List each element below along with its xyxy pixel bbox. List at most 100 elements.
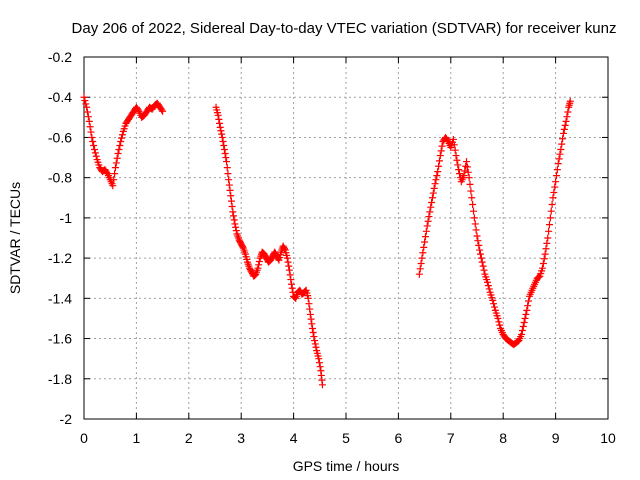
- data-point: [225, 181, 233, 189]
- data-point: [427, 203, 435, 211]
- data-point: [312, 343, 320, 351]
- data-point: [419, 249, 427, 257]
- data-point: [438, 142, 446, 150]
- data-point: [274, 255, 282, 263]
- data-point: [454, 161, 462, 169]
- data-point: [285, 266, 293, 274]
- data-point: [416, 265, 424, 273]
- data-point: [117, 137, 125, 145]
- data-point: [230, 216, 238, 224]
- data-point: [557, 146, 565, 154]
- data-point: [415, 270, 423, 278]
- data-point: [466, 180, 474, 188]
- data-point: [456, 170, 464, 178]
- x-tick-label: 3: [237, 430, 245, 446]
- data-point: [559, 135, 567, 143]
- data-point: [463, 158, 471, 166]
- data-point: [490, 303, 498, 311]
- data-point: [435, 162, 443, 170]
- data-point: [549, 194, 557, 202]
- data-point: [86, 123, 94, 131]
- data-point: [433, 172, 441, 180]
- data-point: [305, 300, 313, 308]
- data-point: [92, 152, 100, 160]
- data-point: [227, 192, 235, 200]
- data-point: [318, 381, 326, 389]
- data-point: [308, 320, 316, 328]
- data-point: [229, 208, 237, 216]
- data-point: [464, 168, 472, 176]
- x-tick-label: 6: [395, 430, 403, 446]
- data-point: [435, 157, 443, 165]
- data-point: [228, 202, 236, 210]
- data-point: [525, 297, 533, 305]
- data-point: [304, 294, 312, 302]
- data-point: [540, 255, 548, 263]
- data-point: [524, 302, 532, 310]
- y-tick-label: -0.6: [48, 129, 72, 145]
- data-point: [494, 314, 502, 322]
- data-point: [217, 127, 225, 135]
- data-point: [523, 306, 531, 314]
- data-point: [285, 262, 293, 270]
- data-point: [551, 183, 559, 191]
- data-point: [450, 141, 458, 149]
- data-point: [254, 264, 262, 272]
- y-axis-label: SDTVAR / TECUs: [7, 182, 23, 294]
- data-point: [214, 111, 222, 119]
- x-tick-label: 9: [552, 430, 560, 446]
- data-point: [478, 258, 486, 266]
- data-point: [239, 243, 247, 251]
- data-point: [218, 133, 226, 141]
- data-point: [88, 133, 96, 141]
- data-point: [426, 208, 434, 216]
- data-point: [311, 337, 319, 345]
- data-point: [470, 207, 478, 215]
- y-tick-label: -1.2: [48, 250, 72, 266]
- data-point: [116, 141, 124, 149]
- data-point: [428, 198, 436, 206]
- data-point: [110, 176, 118, 184]
- data-point: [436, 152, 444, 160]
- data-point: [255, 261, 263, 269]
- data-point: [223, 158, 231, 166]
- data-point: [471, 220, 479, 228]
- x-tick-label: 5: [342, 430, 350, 446]
- data-point: [224, 170, 232, 178]
- data-point: [480, 266, 488, 274]
- data-point: [555, 155, 563, 163]
- data-point: [461, 167, 469, 175]
- data-point: [455, 166, 463, 174]
- data-point: [424, 217, 432, 225]
- data-point: [468, 194, 476, 202]
- data-point: [539, 259, 547, 267]
- data-point: [230, 212, 238, 220]
- data-point: [520, 318, 528, 326]
- data-point: [310, 333, 318, 341]
- data-point: [220, 141, 228, 149]
- data-points: [80, 93, 574, 389]
- data-point: [223, 164, 231, 172]
- data-point: [543, 239, 551, 247]
- data-point: [418, 254, 426, 262]
- data-point: [434, 168, 442, 176]
- data-point: [544, 234, 552, 242]
- data-point: [547, 207, 555, 215]
- axis-ticks: [83, 56, 609, 420]
- x-tick-label: 10: [600, 430, 616, 446]
- data-point: [216, 119, 224, 127]
- data-point: [474, 237, 482, 245]
- data-point: [83, 108, 91, 116]
- data-point: [115, 146, 123, 154]
- data-point: [216, 123, 224, 131]
- data-point: [437, 147, 445, 155]
- data-point: [425, 213, 433, 221]
- data-point: [558, 140, 566, 148]
- data-point: [545, 221, 553, 229]
- data-point: [220, 146, 228, 154]
- data-point: [469, 200, 477, 208]
- data-point: [286, 271, 294, 279]
- y-axis-tick-labels: -2 -1.8 -1.6 -1.4 -1.2 -1 -0.8 -0.6 -0.4 -0.2: [48, 49, 72, 427]
- data-point: [111, 170, 119, 178]
